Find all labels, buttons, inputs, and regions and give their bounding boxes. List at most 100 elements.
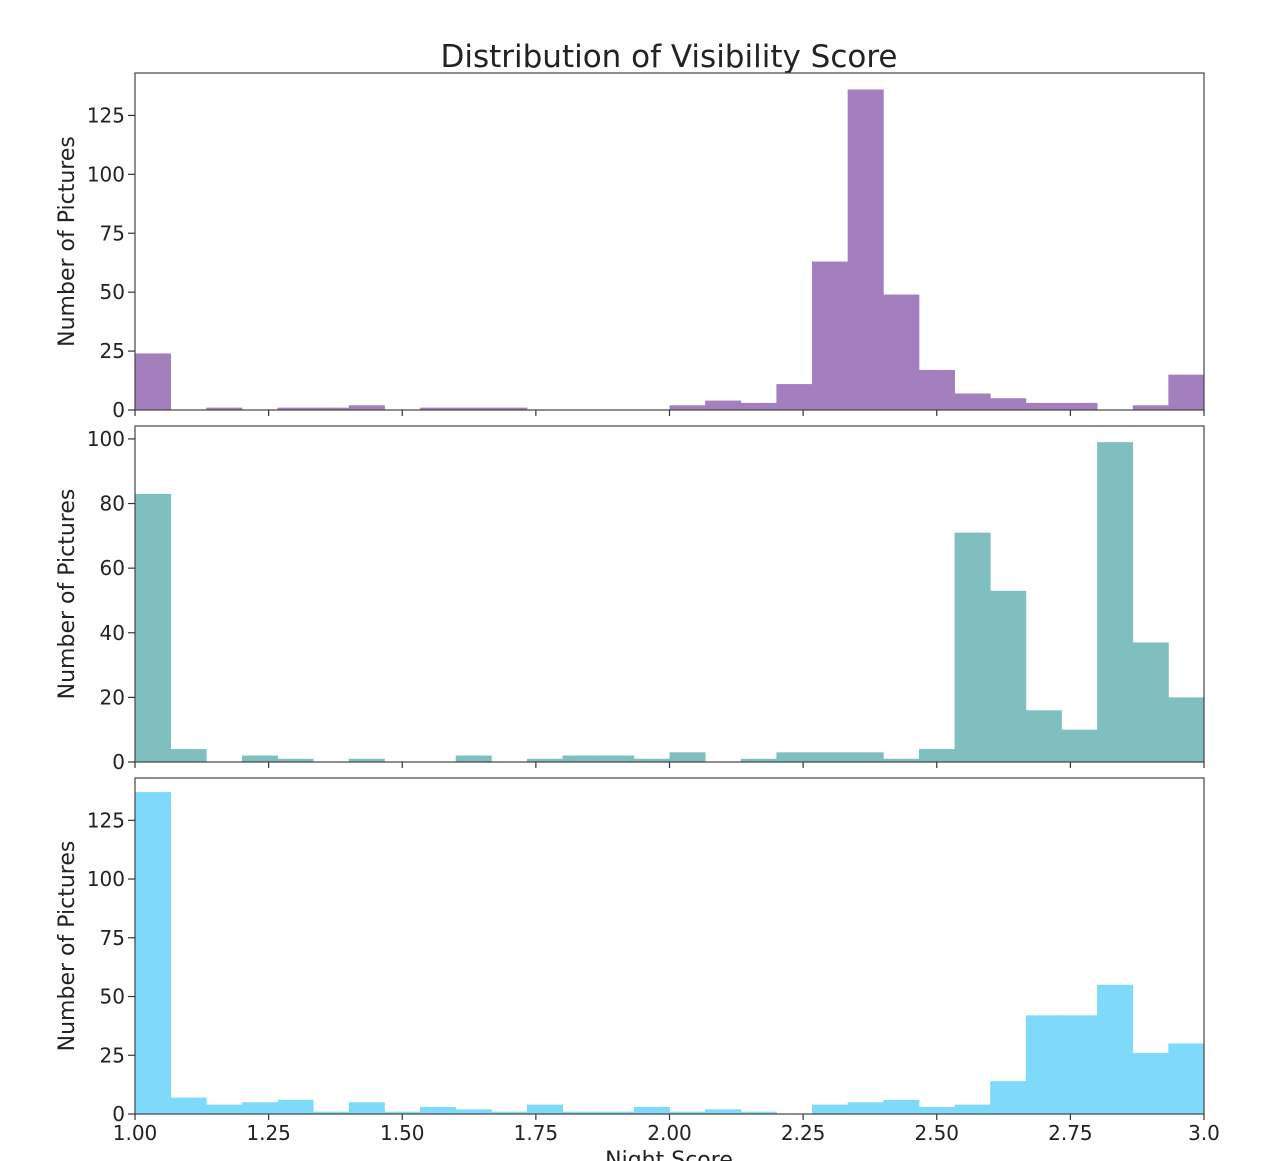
histogram-bar: [633, 758, 670, 762]
y-tick-label: 80: [100, 492, 125, 516]
histogram-bar: [526, 1104, 563, 1114]
histogram-bar: [705, 400, 742, 410]
histogram-bar: [135, 493, 172, 762]
histogram-bar: [918, 749, 955, 762]
histogram-bar: [170, 749, 207, 762]
histogram-bar: [491, 1111, 528, 1114]
chart-title: Distribution of Visibility Score: [440, 39, 897, 75]
histogram-bar: [669, 1111, 706, 1114]
x-tick-label: 1.25: [246, 1121, 291, 1145]
y-tick-label: 40: [100, 621, 125, 645]
histogram-bar: [812, 752, 849, 762]
histogram-bar: [669, 752, 706, 762]
histogram-bar: [348, 1102, 385, 1114]
histogram-bar: [135, 353, 172, 410]
histogram-bar: [954, 532, 991, 762]
histogram-bar: [598, 1111, 635, 1114]
x-tick-label: 2.25: [781, 1121, 826, 1145]
histogram-bar: [847, 1102, 884, 1114]
y-tick-label: 25: [100, 1043, 125, 1067]
histogram-bar: [1132, 642, 1169, 762]
histogram-bar: [990, 1081, 1027, 1114]
y-tick-label: 0: [112, 750, 125, 774]
histogram-bar: [990, 398, 1027, 410]
histogram-bar: [384, 1111, 421, 1114]
histogram-bar: [170, 1097, 207, 1114]
y-axis-label: Number of Pictures: [55, 489, 80, 700]
histogram-bar: [990, 590, 1027, 762]
y-tick-label: 20: [100, 685, 125, 709]
histogram-panel-3: 0 25 50 75 100 125 1.00 1.25 1.50 1.75 2.00 2.25 2.5…: [55, 777, 1220, 1145]
plot-frame: [134, 72, 1205, 411]
panels: 0 25 50 75 100 125 Number of Pictures 0 20 40 60 80…: [55, 72, 1220, 1145]
histogram-bar: [1132, 1052, 1169, 1114]
histogram-bar: [847, 752, 884, 762]
y-tick-label: 60: [100, 556, 125, 580]
y-tick-label: 50: [100, 985, 125, 1009]
histogram-bar: [348, 405, 385, 410]
histogram-bar: [740, 1111, 777, 1114]
histogram-bar: [313, 407, 350, 410]
x-tick-label: 2.75: [1048, 1121, 1093, 1145]
histogram-bar: [954, 393, 991, 410]
histogram-bar: [277, 407, 314, 410]
histogram-bar: [669, 405, 706, 410]
histogram-bar: [455, 1109, 492, 1114]
y-axis-label: Number of Pictures: [55, 136, 80, 347]
histogram-bar: [776, 384, 813, 410]
histogram-bar: [1097, 442, 1134, 762]
x-tick-label: 1.50: [380, 1121, 425, 1145]
y-axis-label: Number of Pictures: [55, 841, 80, 1052]
histogram-bar: [1061, 1015, 1098, 1114]
y-tick-label: 0: [112, 398, 125, 422]
histogram-bar: [954, 1104, 991, 1114]
histogram-bar: [1025, 710, 1062, 762]
y-tick-label: 100: [87, 867, 125, 891]
y-tick-label: 100: [87, 162, 125, 186]
histogram-bar: [1132, 405, 1169, 410]
histogram-bar: [883, 758, 920, 762]
histogram-bar: [918, 369, 955, 410]
histogram-bar: [420, 407, 457, 410]
y-tick-label: 25: [100, 339, 125, 363]
x-tick-label: 2.00: [647, 1121, 692, 1145]
histogram-bar: [206, 1104, 243, 1114]
histogram-bar: [420, 1106, 457, 1114]
histogram-bar: [1097, 984, 1134, 1114]
histogram-panel-2: 0 20 40 60 80 100 Number of Pictures: [55, 425, 1205, 774]
histogram-bar: [562, 755, 599, 762]
histogram-bar: [812, 1104, 849, 1114]
histogram-bar: [1025, 402, 1062, 410]
histogram-bar: [313, 1111, 350, 1114]
y-tick-label: 0: [112, 1102, 125, 1126]
histogram-bar: [740, 402, 777, 410]
histogram-bar: [562, 1111, 599, 1114]
histogram-bar: [348, 758, 385, 762]
histogram-bar: [1025, 1015, 1062, 1114]
histogram-bar: [1168, 374, 1205, 410]
histogram-bar: [633, 1106, 670, 1114]
y-tick-label: 125: [87, 808, 125, 832]
x-tick-label: 1.75: [514, 1121, 559, 1145]
histogram-panel-1: 0 25 50 75 100 125 Number of Pictures: [55, 72, 1205, 422]
histogram-bar: [526, 758, 563, 762]
y-tick-label: 100: [87, 427, 125, 451]
x-tick-label: 2.50: [914, 1121, 959, 1145]
histogram-bar: [918, 1106, 955, 1114]
y-tick-label: 75: [100, 926, 125, 950]
histogram-bar: [740, 758, 777, 762]
histogram-bar: [1061, 402, 1098, 410]
histogram-bar: [277, 758, 314, 762]
histogram-bar: [847, 89, 884, 410]
histogram-bar: [812, 261, 849, 410]
histogram-bar: [277, 1099, 314, 1114]
histogram-bar: [455, 755, 492, 762]
y-tick-label: 50: [100, 280, 125, 304]
histogram-bar: [491, 407, 528, 410]
histogram-bar: [1061, 729, 1098, 762]
histogram-bar: [598, 755, 635, 762]
histogram-bar: [241, 755, 278, 762]
histogram-bar: [241, 1102, 278, 1114]
x-tick-label: 1.00: [113, 1121, 158, 1145]
